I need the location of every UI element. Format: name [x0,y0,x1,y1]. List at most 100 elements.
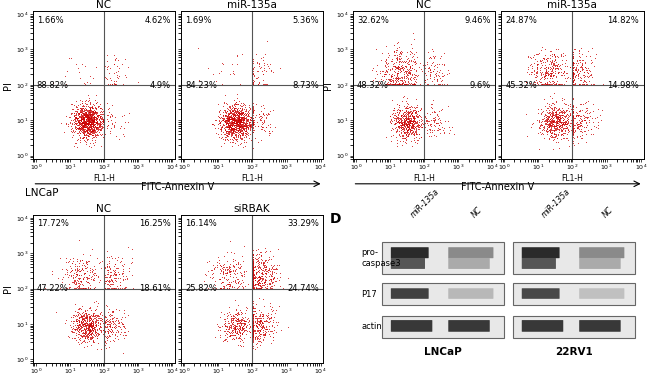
Point [214,324,225,330]
Point [419,118,429,124]
Point [60,272,70,278]
Point [231,306,241,312]
Point [402,66,413,72]
Point [80,138,90,144]
Point [553,82,564,88]
Point [390,110,400,116]
Point [88,127,99,133]
Point [79,323,90,329]
Point [77,135,87,141]
Point [419,82,430,88]
Point [549,119,560,125]
Point [67,335,77,341]
Point [255,117,265,123]
Point [89,122,99,128]
Point [96,309,106,315]
Point [413,123,424,129]
Point [248,311,258,317]
Point [542,65,552,71]
Point [73,120,84,126]
Point [248,330,258,336]
Point [400,111,410,117]
Point [79,128,89,134]
Point [267,317,278,323]
Point [231,131,241,137]
Point [226,114,237,120]
Point [108,272,118,278]
Point [551,65,561,71]
Point [88,75,98,81]
Point [231,108,242,114]
Point [73,329,84,335]
Point [227,120,237,126]
Point [104,282,114,288]
Point [82,135,92,141]
Point [567,113,578,119]
Point [222,114,232,120]
Point [231,101,242,107]
Point [70,278,81,284]
Point [74,117,85,123]
Point [545,123,556,129]
Point [79,320,89,326]
Point [228,119,239,125]
Point [562,111,573,117]
Point [75,116,86,122]
Point [226,120,237,126]
Point [261,285,271,291]
Point [84,111,95,117]
Point [388,78,398,84]
Point [542,124,552,130]
Point [247,122,257,128]
Point [586,74,597,80]
Point [261,68,271,74]
Point [96,317,107,323]
Point [395,82,406,88]
Point [73,336,84,342]
Point [248,328,258,334]
Point [214,324,225,330]
Point [81,313,92,319]
Point [73,328,83,334]
Point [82,129,92,135]
Text: 33.29%: 33.29% [287,220,319,229]
Point [560,121,570,127]
Point [81,328,91,334]
Point [575,68,585,74]
Point [237,331,248,337]
Point [397,120,408,126]
Point [407,121,417,127]
Point [116,316,126,322]
Point [551,126,561,132]
Point [254,273,264,279]
Point [429,116,439,122]
Point [407,118,417,124]
Point [567,131,578,137]
Point [231,133,241,139]
Point [236,110,246,116]
Point [248,285,258,291]
Point [261,82,272,88]
Point [79,119,89,125]
Point [248,270,258,276]
Point [391,114,401,120]
Point [531,51,541,57]
Point [254,321,264,327]
Point [538,124,549,130]
Point [547,120,557,126]
FancyBboxPatch shape [522,258,556,269]
Point [77,118,88,124]
Point [251,101,261,107]
Point [217,266,228,272]
Point [248,264,258,270]
Point [220,316,231,322]
Point [545,75,555,81]
Point [402,122,412,128]
Point [551,82,561,88]
Point [395,120,406,126]
Point [411,120,422,126]
Point [567,107,578,113]
Point [119,329,129,335]
Point [429,118,439,124]
Point [243,122,254,128]
